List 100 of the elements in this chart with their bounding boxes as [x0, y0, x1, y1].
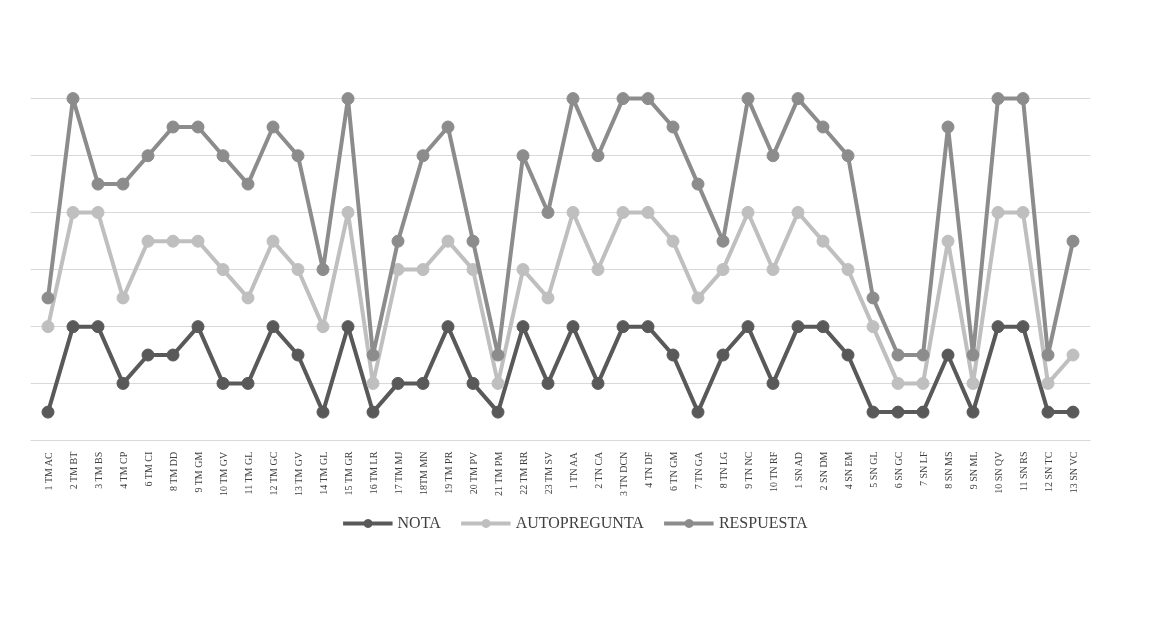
- x-tick-label: 9 TN NC: [742, 451, 754, 489]
- point: [1016, 320, 1030, 334]
- point: [741, 92, 755, 106]
- point: [91, 320, 105, 334]
- point: [566, 92, 580, 106]
- point: [666, 234, 680, 248]
- point: [566, 320, 580, 334]
- x-tick-label: 10 TN RF: [767, 451, 779, 493]
- point: [591, 263, 605, 277]
- point: [141, 348, 155, 362]
- point: [1016, 205, 1030, 219]
- point: [541, 205, 555, 219]
- x-tick-label: 6 TN GM: [667, 451, 679, 491]
- x-tick-label: 1 TM AC: [42, 451, 54, 491]
- point: [916, 376, 930, 390]
- point: [966, 405, 980, 419]
- point: [716, 263, 730, 277]
- point: [966, 376, 980, 390]
- point: [366, 348, 380, 362]
- x-tick-label: 8 TM DD: [167, 451, 179, 491]
- point: [441, 120, 455, 134]
- x-tick-label: 10 SN QV: [992, 450, 1004, 494]
- x-tick-label: 6 SN GC: [892, 451, 904, 489]
- point: [666, 348, 680, 362]
- point: [141, 234, 155, 248]
- point: [1041, 405, 1055, 419]
- x-tick-label: 1 SN AD: [792, 452, 804, 489]
- point: [1016, 92, 1030, 106]
- point: [41, 405, 55, 419]
- point: [366, 405, 380, 419]
- x-tick-label: 14 TM GL: [317, 451, 329, 495]
- point: [966, 348, 980, 362]
- x-tick-label: 20 TM PV: [467, 450, 479, 495]
- x-tick-label: 13 SN VC: [1067, 451, 1079, 494]
- point: [541, 376, 555, 390]
- point: [341, 205, 355, 219]
- x-tick-label: 10 TM GV: [217, 450, 229, 496]
- point: [591, 149, 605, 163]
- point: [841, 149, 855, 163]
- point: [591, 376, 605, 390]
- point: [291, 348, 305, 362]
- point: [691, 405, 705, 419]
- point: [766, 263, 780, 277]
- x-tick-label: 6 TM CI: [142, 451, 154, 487]
- point: [741, 205, 755, 219]
- point: [491, 376, 505, 390]
- x-tick-label: 15 TM GR: [342, 451, 354, 496]
- point: [641, 320, 655, 334]
- point: [791, 92, 805, 106]
- x-tick-label: 2 TM BT: [67, 451, 79, 490]
- point: [216, 263, 230, 277]
- point: [416, 149, 430, 163]
- point: [991, 92, 1005, 106]
- x-tick-label: 11 TM GL: [242, 451, 254, 495]
- point: [891, 348, 905, 362]
- point: [816, 234, 830, 248]
- legend-label: NOTA: [397, 514, 441, 532]
- point: [766, 149, 780, 163]
- point: [341, 92, 355, 106]
- point: [841, 263, 855, 277]
- point: [241, 291, 255, 305]
- point: [841, 348, 855, 362]
- point: [616, 320, 630, 334]
- x-tick-label: 7 TN GA: [692, 450, 704, 490]
- x-tick-label: 9 SN ML: [967, 451, 979, 490]
- point: [891, 376, 905, 390]
- point: [691, 177, 705, 191]
- point: [816, 120, 830, 134]
- point: [466, 376, 480, 390]
- point: [391, 234, 405, 248]
- point: [191, 320, 205, 334]
- point: [41, 320, 55, 334]
- point: [291, 149, 305, 163]
- x-tick-label: 21 TM PM: [492, 451, 504, 496]
- point: [116, 291, 130, 305]
- legend-label: AUTOPREGUNTA: [515, 514, 644, 532]
- point: [941, 348, 955, 362]
- point: [816, 320, 830, 334]
- point: [1066, 234, 1080, 248]
- point: [716, 348, 730, 362]
- point: [716, 234, 730, 248]
- x-tick-label: 11 SN RS: [1017, 451, 1029, 492]
- point: [866, 320, 880, 334]
- legend-label: RESPUESTA: [718, 514, 808, 532]
- point: [1041, 376, 1055, 390]
- point: [641, 92, 655, 106]
- point: [491, 348, 505, 362]
- point: [66, 92, 80, 106]
- point: [241, 177, 255, 191]
- point: [641, 205, 655, 219]
- point: [666, 120, 680, 134]
- point: [116, 177, 130, 191]
- point: [616, 92, 630, 106]
- point: [691, 291, 705, 305]
- point: [441, 234, 455, 248]
- x-tick-label: 2 SN DM: [817, 451, 829, 491]
- point: [516, 149, 530, 163]
- point: [91, 205, 105, 219]
- point: [916, 405, 930, 419]
- point: [316, 405, 330, 419]
